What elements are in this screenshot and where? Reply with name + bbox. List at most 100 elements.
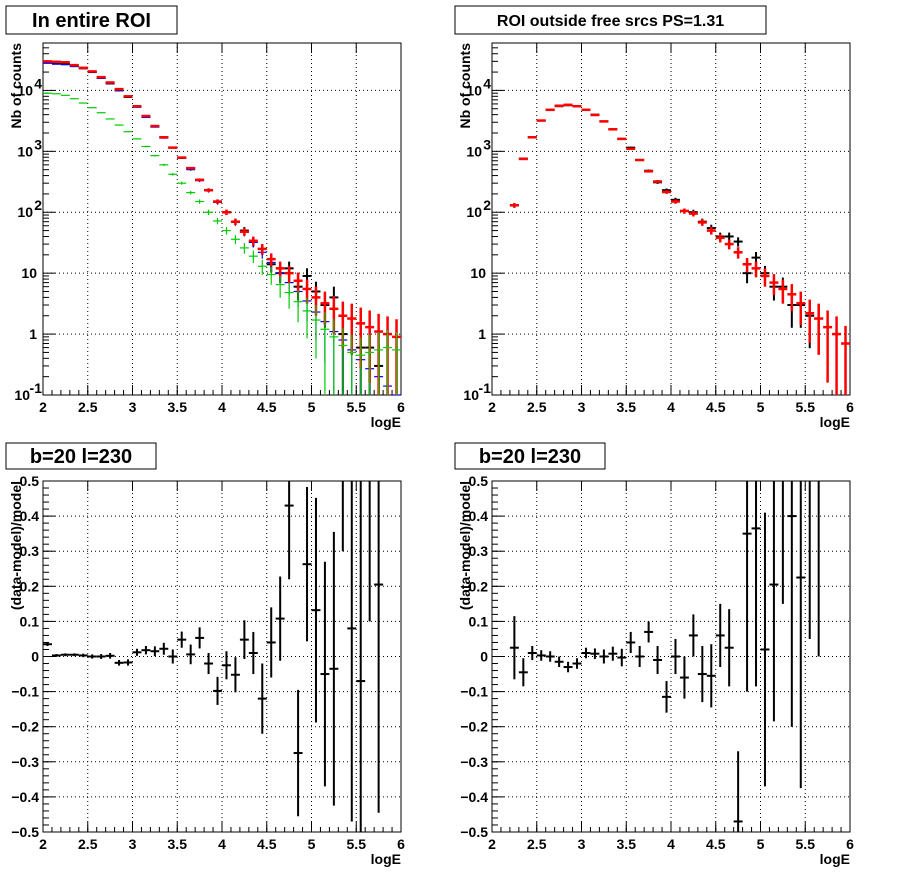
data-point <box>213 676 222 705</box>
y-tick-label: −0.1 <box>11 684 39 700</box>
data-point <box>132 104 142 108</box>
data-point <box>697 219 707 226</box>
chart-title-box <box>454 5 767 35</box>
x-tick-label: 2 <box>39 836 47 852</box>
x-tick-label: 2 <box>488 836 496 852</box>
data-point <box>230 235 240 245</box>
data-point <box>293 290 303 323</box>
x-tick-label: 5 <box>757 836 765 852</box>
data-point <box>186 166 196 170</box>
data-point <box>141 145 151 148</box>
data-point <box>787 481 797 727</box>
y-tick-label: −0.5 <box>11 824 39 840</box>
data-point <box>87 654 97 659</box>
chart-title-box <box>5 442 157 470</box>
y-tick-label: −0.4 <box>460 789 488 805</box>
data-point <box>320 561 330 787</box>
data-point <box>823 310 833 383</box>
x-axis-label: logE <box>371 414 401 430</box>
x-tick-label: 4.5 <box>257 399 277 415</box>
data-point <box>554 104 564 107</box>
data-point <box>284 481 294 580</box>
data-point <box>635 158 645 162</box>
y-axis-label: (data-model)/model <box>457 481 473 610</box>
data-point <box>751 481 761 687</box>
data-point <box>78 653 88 658</box>
data-point <box>204 188 214 193</box>
y-tick-label: 10 <box>17 143 33 159</box>
y-tick-label: 0.4 <box>469 508 489 524</box>
x-tick-label: 2.5 <box>527 399 547 415</box>
x-tick-label: 6 <box>397 399 405 415</box>
data-point <box>572 104 582 108</box>
y-axis-label: Nb of counts <box>457 43 473 129</box>
data-point <box>275 261 285 278</box>
y-tick-label: 10 <box>466 143 482 159</box>
data-point <box>60 653 70 657</box>
data-point <box>644 170 654 173</box>
data-point <box>195 627 205 649</box>
data-point <box>724 239 734 250</box>
y-tick-label: 1 <box>29 326 37 342</box>
data-point <box>653 645 663 675</box>
data-point <box>688 211 698 217</box>
y-tick-label: 10 <box>466 82 482 98</box>
data-point <box>51 93 61 95</box>
data-point <box>213 217 222 225</box>
x-tick-label: 3.5 <box>617 399 637 415</box>
data-point <box>356 481 366 832</box>
data-point <box>186 190 196 195</box>
chart-title: b=20 l=230 <box>30 446 132 468</box>
data-point <box>105 652 115 659</box>
data-point <box>679 208 689 214</box>
x-tick-label: 6 <box>397 836 405 852</box>
x-tick-label: 2 <box>39 399 47 415</box>
data-point <box>96 112 106 114</box>
data-point <box>266 607 276 678</box>
data-point <box>769 274 779 296</box>
data-point <box>841 325 850 395</box>
data-point <box>293 272 303 293</box>
data-point <box>257 259 267 275</box>
y-tick-label: −0.1 <box>460 684 488 700</box>
series-1 <box>509 481 820 832</box>
data-point <box>742 481 752 692</box>
data-point <box>715 233 725 243</box>
data-point <box>724 232 734 242</box>
x-tick-label: 3 <box>129 836 137 852</box>
y-tick-label: 10 <box>470 265 486 281</box>
y-tick-label: −0.4 <box>11 789 39 805</box>
data-point <box>527 645 537 661</box>
data-point <box>329 319 339 395</box>
x-tick-label: 2 <box>488 399 496 415</box>
data-point <box>239 620 249 659</box>
y-tick-label: −0.3 <box>460 754 488 770</box>
y-tick-label: −0.3 <box>11 754 39 770</box>
data-point <box>311 497 321 723</box>
data-point <box>87 107 97 109</box>
data-point <box>608 646 618 661</box>
y-tick-label: −0.2 <box>11 719 39 735</box>
series-1 <box>43 481 384 832</box>
data-point <box>662 190 671 194</box>
data-point <box>150 154 160 157</box>
data-point <box>599 120 609 123</box>
data-point <box>195 199 205 204</box>
data-point <box>123 131 133 133</box>
data-point <box>248 631 258 675</box>
data-point <box>114 660 124 666</box>
data-point <box>688 614 698 657</box>
data-point <box>626 147 636 151</box>
data-point <box>733 751 743 832</box>
data-point <box>168 649 178 664</box>
data-point <box>509 203 519 208</box>
y-tick-exponent: 4 <box>34 75 42 91</box>
y-tick-label: 0.3 <box>469 543 489 559</box>
data-point <box>518 658 528 687</box>
y-tick-label: 0.3 <box>20 543 40 559</box>
x-tick-label: 4.5 <box>706 836 726 852</box>
data-point <box>168 146 178 149</box>
